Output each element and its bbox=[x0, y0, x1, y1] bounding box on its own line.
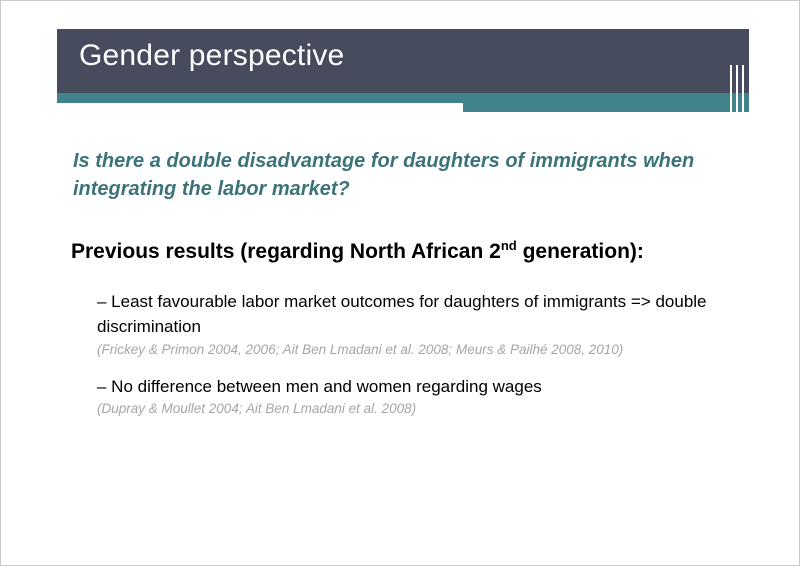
decor-stripe-dark bbox=[738, 65, 741, 93]
previous-results-heading: Previous results (regarding North Africa… bbox=[71, 239, 644, 264]
previous-results-heading-part1: Previous results (regarding North Africa… bbox=[71, 240, 501, 263]
slide-header-band bbox=[57, 29, 749, 93]
decor-stripe-3 bbox=[742, 65, 744, 113]
previous-results-heading-part2: generation): bbox=[516, 240, 644, 263]
list-item: – Least favourable labor market outcomes… bbox=[97, 292, 707, 337]
accent-bar-left bbox=[57, 93, 464, 103]
decor-stripe-2 bbox=[736, 65, 738, 113]
slide-title: Gender perspective bbox=[79, 39, 345, 72]
ordinal-suffix: nd bbox=[500, 238, 517, 253]
list-item: – No difference between men and women re… bbox=[97, 377, 542, 396]
citation-reference: (Dupray & Moullet 2004; Ait Ben Lmadani … bbox=[97, 401, 417, 416]
citation-reference: (Frickey & Primon 2004, 2006; Ait Ben Lm… bbox=[97, 342, 624, 357]
accent-bar-right bbox=[463, 93, 749, 112]
decor-stripe-1 bbox=[730, 65, 732, 113]
research-question: Is there a double disadvantage for daugh… bbox=[73, 150, 695, 201]
